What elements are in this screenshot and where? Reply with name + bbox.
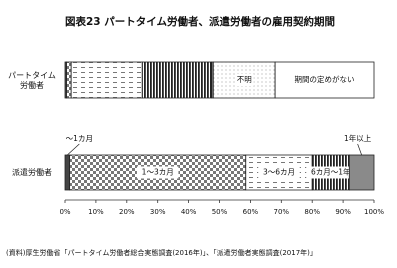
chart-title: 図表23 パートタイム労働者、派遣労働者の雇用契約期間 xyxy=(65,15,335,28)
label-bg xyxy=(292,74,357,86)
bar-segment xyxy=(66,61,72,99)
leader-line xyxy=(357,143,362,156)
x-tick-label: 100% xyxy=(364,208,384,216)
segment-label: 不明 xyxy=(237,75,252,84)
x-tick-label: 90% xyxy=(335,208,351,216)
x-tick-label: 60% xyxy=(243,208,259,216)
x-tick-label: 10% xyxy=(88,208,104,216)
segment-label: 6カ月～1年 xyxy=(311,167,351,177)
segment-label: ～1カ月 xyxy=(66,134,93,143)
x-tick-label: 30% xyxy=(150,208,166,216)
x-tick-label: 50% xyxy=(212,208,228,216)
x-tick-label: 40% xyxy=(181,208,197,216)
x-tick-label: 80% xyxy=(304,208,320,216)
label-bg xyxy=(258,166,300,179)
x-tick-label: 20% xyxy=(119,208,135,216)
segment-label: 1～3カ月 xyxy=(142,168,174,177)
y-tick-label: パートタイム労働者 xyxy=(8,71,56,90)
bar-segment xyxy=(141,61,213,99)
label-bg xyxy=(136,166,179,179)
y-tick-label: 派遣労働者 xyxy=(12,167,52,177)
segment-label: 期間の定めがない xyxy=(295,74,355,84)
label-bg xyxy=(234,74,254,86)
leader-line xyxy=(67,143,80,156)
bar-segment xyxy=(70,61,143,99)
x-tick-label: 70% xyxy=(274,208,290,216)
source-note: (資料)厚生労働省「パートタイム労働者総合実態調査(2016年)」、「派遣労働者… xyxy=(6,248,317,257)
segment-label: 3～6カ月 xyxy=(263,168,295,177)
x-tick-label: 0% xyxy=(59,208,70,216)
bar-segment xyxy=(348,154,375,191)
bar-segment xyxy=(64,154,71,191)
segment-label: 1年以上 xyxy=(344,133,372,143)
label-bg xyxy=(306,166,356,179)
